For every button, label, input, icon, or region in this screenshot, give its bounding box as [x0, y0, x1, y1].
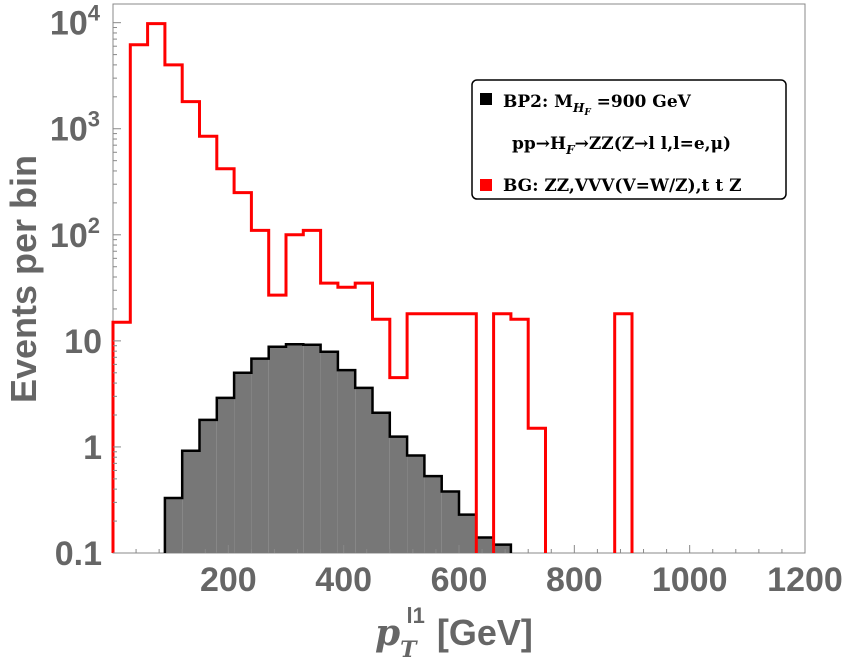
y-tick-label-10000: 104: [50, 1, 101, 43]
bp2-bin-0: [164, 498, 183, 553]
bp2-bin-15: [424, 476, 442, 553]
x-tick-label-200: 200: [200, 561, 257, 599]
x-tick-label-600: 600: [431, 561, 488, 599]
bp2-bin-4: [234, 372, 252, 553]
bp2-bin-13: [389, 436, 408, 553]
bp2-bin-11: [355, 387, 373, 553]
legend-box: [471, 79, 787, 200]
bp2-bin-19: [493, 544, 511, 553]
y-tick-label-0.1: 0.1: [55, 535, 102, 573]
x-tick-label-1200: 1200: [767, 561, 843, 599]
bg-segment-2: [613, 312, 634, 553]
bp2-bin-10: [337, 370, 356, 553]
bp2-bin-18: [476, 537, 494, 553]
bp2-outline: [163, 342, 513, 553]
bp2-bin-8: [303, 344, 321, 553]
bp2-bin-6: [268, 346, 286, 553]
legend-swatch-bg: [480, 179, 492, 191]
bp2-bin-12: [372, 412, 390, 553]
x-axis-title: pTl1 [GeV]: [375, 603, 533, 658]
legend-entry-bp2: BP2: MHF =900 GeV: [503, 92, 692, 118]
bp2-bin-17: [459, 514, 477, 553]
bp2-bin-16: [441, 491, 459, 553]
y-tick-label-100: 102: [50, 213, 100, 255]
y-axis-title: Events per bin: [3, 155, 44, 403]
x-tick-label-1000: 1000: [652, 561, 728, 599]
bp2-bin-1: [182, 450, 200, 553]
x-tick-label-800: 800: [546, 561, 603, 599]
bp2-bin-3: [216, 397, 235, 553]
bp2-bin-5: [251, 358, 269, 553]
legend-swatch-bp2: [480, 93, 492, 105]
bp2-bin-7: [286, 344, 304, 553]
y-tick-label-10: 10: [64, 323, 102, 361]
legend-entry-bg: BG: ZZ,VVV(V=W/Z),t t Z: [503, 176, 742, 196]
bg-series: [111, 22, 634, 553]
bp2-bin-2: [199, 419, 217, 553]
bp2-series: [163, 342, 513, 553]
y-tick-label-1: 1: [83, 429, 102, 467]
bg-segment-1: [492, 312, 547, 553]
legend: BP2: MHF =900 GeV pp→HF→ZZ(Z→l l,l=e,μ) …: [471, 79, 787, 200]
y-tick-label-1000: 103: [50, 107, 100, 149]
x-tick-label-400: 400: [315, 561, 372, 599]
bp2-bin-9: [320, 351, 338, 553]
bg-segment-0: [111, 22, 478, 553]
legend-entry-process: pp→HF→ZZ(Z→l l,l=e,μ): [512, 134, 731, 157]
bp2-bin-14: [407, 455, 425, 553]
